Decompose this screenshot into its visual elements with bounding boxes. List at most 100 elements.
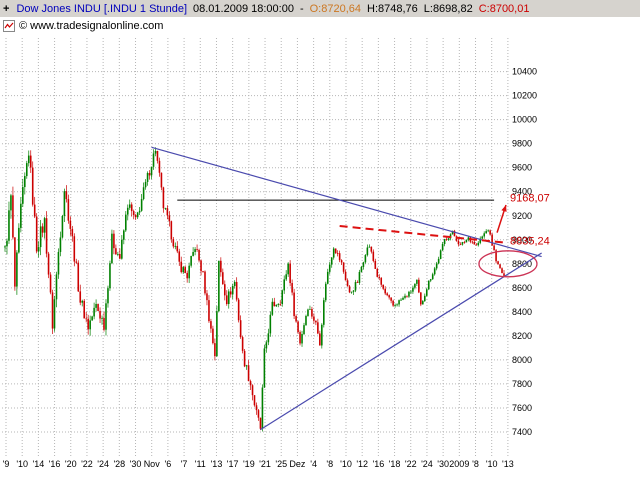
candle-body bbox=[265, 342, 268, 349]
candle-body bbox=[35, 216, 38, 252]
candle-body bbox=[408, 291, 410, 297]
candle-body bbox=[461, 242, 464, 245]
candle-body bbox=[180, 261, 183, 273]
candle-body bbox=[269, 314, 272, 334]
candle-body bbox=[29, 155, 32, 168]
x-axis-tick: '14 bbox=[33, 459, 45, 469]
candle-body bbox=[342, 262, 345, 272]
candle-body bbox=[477, 242, 480, 246]
x-axis-tick: Nov bbox=[144, 459, 161, 469]
candle-body bbox=[93, 307, 95, 317]
y-axis-tick: 9800 bbox=[512, 139, 532, 149]
candle-body bbox=[473, 241, 476, 245]
candle-body bbox=[319, 333, 321, 346]
candle-body bbox=[134, 214, 137, 218]
candle-body bbox=[338, 253, 341, 261]
candle-body bbox=[41, 226, 44, 233]
candle-body bbox=[176, 245, 179, 252]
candle-body bbox=[309, 309, 311, 310]
x-axis-tick: '7 bbox=[181, 459, 188, 469]
candle-body bbox=[142, 187, 145, 200]
candle-body bbox=[218, 260, 220, 312]
x-axis-tick: '8 bbox=[326, 459, 333, 469]
apex-ellipse[interactable] bbox=[478, 250, 538, 278]
chart-area[interactable]: 10400 10200 10000 9800 9600 9400 9200 9000 8800 8… bbox=[0, 17, 640, 480]
candle-body bbox=[148, 173, 151, 176]
candle-body bbox=[475, 244, 478, 246]
candle-body bbox=[220, 260, 222, 273]
candle-body bbox=[404, 295, 406, 298]
candle-body bbox=[126, 207, 129, 215]
x-axis-tick: '9 bbox=[3, 459, 10, 469]
candle-body bbox=[208, 300, 210, 322]
candle-body bbox=[81, 300, 84, 303]
x-axis-tick: '4 bbox=[310, 459, 317, 469]
candle-body bbox=[271, 301, 274, 315]
x-axis-tick: '20 bbox=[65, 459, 77, 469]
candle-body bbox=[497, 261, 499, 265]
y-axis-tick: 7800 bbox=[512, 379, 532, 389]
x-axis-tick: '6 bbox=[165, 459, 172, 469]
candle-body bbox=[293, 292, 295, 317]
candle-body bbox=[231, 285, 234, 295]
candle-body bbox=[346, 280, 349, 287]
candle-body bbox=[144, 181, 147, 188]
candle-body bbox=[158, 160, 161, 173]
candle-body bbox=[447, 238, 450, 240]
candle-body bbox=[416, 279, 418, 284]
candle-body bbox=[89, 320, 91, 330]
candle-body bbox=[18, 227, 20, 253]
candle-body bbox=[422, 301, 424, 305]
candle-body bbox=[239, 320, 242, 338]
candle-body bbox=[427, 280, 430, 290]
candle-body bbox=[22, 187, 24, 204]
candle-body bbox=[182, 267, 185, 273]
candle-body bbox=[366, 247, 369, 256]
candle-body bbox=[128, 204, 131, 208]
expand-icon[interactable]: + bbox=[3, 2, 10, 15]
candle-body bbox=[156, 150, 159, 161]
x-axis-tick: '10 bbox=[486, 459, 498, 469]
candle-body bbox=[326, 271, 329, 284]
candle-body bbox=[225, 295, 228, 305]
candle-body bbox=[222, 272, 224, 285]
candle-body bbox=[113, 233, 115, 249]
candle-body bbox=[467, 237, 470, 240]
candle-body bbox=[152, 153, 155, 167]
tradesignal-logo-icon bbox=[3, 20, 15, 32]
target-arrowhead bbox=[501, 204, 507, 212]
candle-body bbox=[358, 271, 361, 283]
candle-body bbox=[214, 343, 216, 357]
price-chart[interactable]: 10400 10200 10000 9800 9600 9400 9200 9000 8800 8… bbox=[0, 17, 640, 480]
candle-body bbox=[245, 365, 248, 367]
candle-body bbox=[311, 309, 313, 317]
x-axis-tick: '22 bbox=[405, 459, 417, 469]
x-axis-tick: '16 bbox=[49, 459, 61, 469]
trendline-ascending-support[interactable] bbox=[260, 252, 542, 431]
candle-body bbox=[194, 249, 196, 252]
candle-body bbox=[67, 199, 70, 221]
candle-body bbox=[275, 304, 278, 307]
candle-body bbox=[65, 191, 68, 200]
candle-body bbox=[479, 238, 482, 243]
candle-body bbox=[481, 236, 484, 239]
candle-body bbox=[301, 334, 303, 344]
x-axis-tick: '24 bbox=[421, 459, 433, 469]
candle-body bbox=[146, 173, 149, 182]
x-axis-tick: Dez bbox=[289, 459, 306, 469]
candle-body bbox=[483, 233, 485, 237]
candle-body bbox=[229, 291, 232, 295]
candle-body bbox=[261, 387, 264, 429]
candle-body bbox=[20, 203, 22, 228]
candle-body bbox=[243, 350, 246, 367]
y-axis-tick: 10400 bbox=[512, 67, 537, 77]
candle-body bbox=[295, 316, 297, 322]
trendline-descending-resistance[interactable] bbox=[151, 146, 542, 258]
candle-body bbox=[441, 244, 444, 251]
dashed-resistance-line[interactable] bbox=[339, 224, 508, 244]
candle-body bbox=[55, 274, 58, 300]
x-axis-tick: '13 bbox=[502, 459, 514, 469]
candle-body bbox=[501, 268, 503, 274]
candle-body bbox=[57, 251, 60, 275]
candle-body bbox=[382, 284, 385, 289]
